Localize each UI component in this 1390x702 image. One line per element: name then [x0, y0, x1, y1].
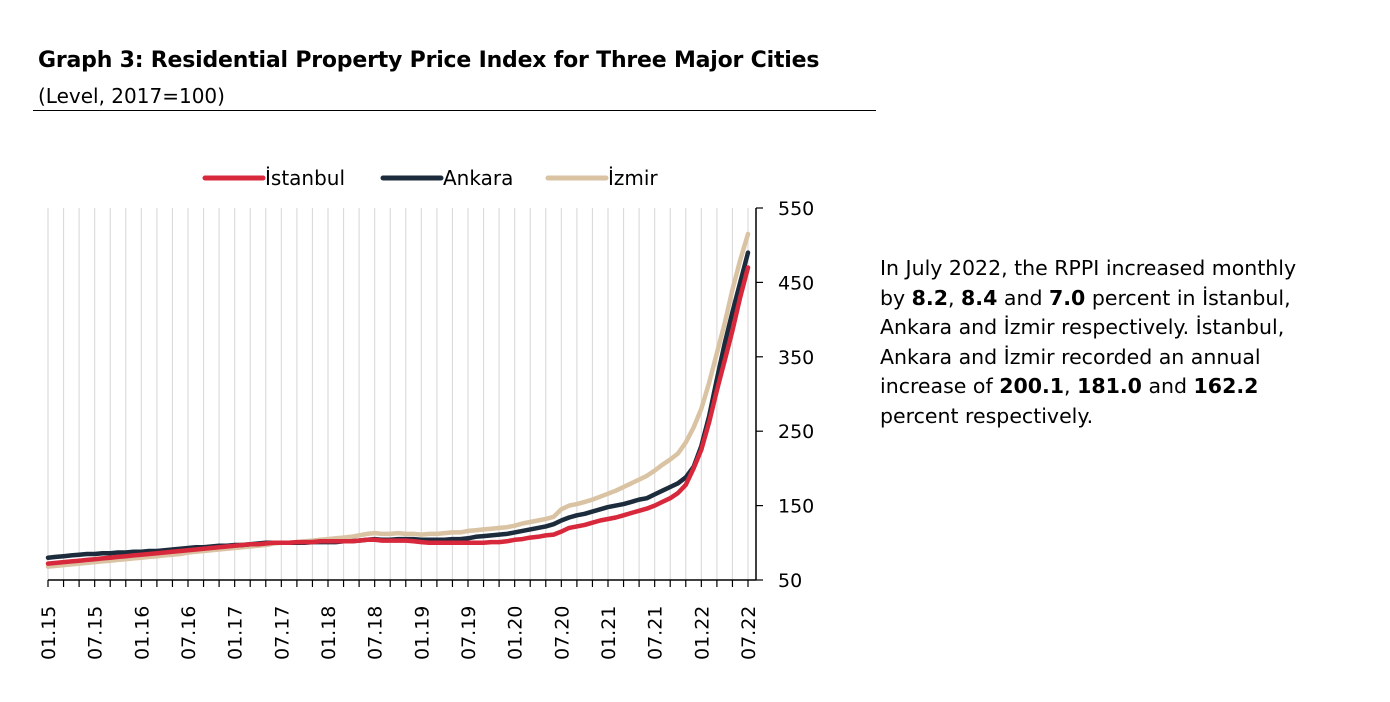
- izmir-annual-change: 162.2: [1193, 374, 1259, 398]
- istanbul-monthly-change: 8.2: [911, 285, 948, 310]
- narrative-text: In July 2022, the RPPI increased monthly…: [880, 254, 1300, 431]
- y-tick-label: 450: [778, 272, 814, 294]
- x-tick-label: 01.15: [38, 606, 60, 660]
- x-tick-label: 01.17: [225, 606, 247, 660]
- legend-label-İzmir: İzmir: [608, 166, 658, 190]
- x-tick-label: 07.15: [85, 606, 107, 660]
- x-tick-label: 01.19: [411, 606, 433, 660]
- y-tick-label: 250: [778, 421, 814, 443]
- y-tick-label: 150: [778, 496, 814, 518]
- axis-layer: 50 150 250 350 450 550 01.15 07.15 01.16 07.16 01.…: [38, 198, 814, 660]
- ankara-monthly-change: 8.4: [961, 285, 998, 310]
- x-tick-label: 01.22: [691, 606, 713, 660]
- series-line-İzmir: [45, 231, 751, 569]
- y-tick-label: 350: [778, 347, 814, 369]
- ankara-annual-change: 181.0: [1077, 374, 1142, 398]
- x-tick-label: 07.19: [458, 606, 480, 660]
- title-underline: [33, 110, 876, 111]
- x-tick-label: 07.21: [645, 606, 667, 660]
- x-tick-label: 01.20: [505, 606, 527, 660]
- x-tick-label: 01.18: [318, 606, 340, 660]
- x-tick-label: 07.22: [738, 606, 760, 660]
- x-tick-label: 07.18: [365, 606, 387, 660]
- grid-layer: [47, 208, 749, 580]
- x-tick-label: 07.20: [551, 606, 573, 660]
- separator-3: ,: [1064, 374, 1078, 398]
- series-line-İstanbul: [45, 265, 751, 566]
- y-tick-label: 550: [778, 198, 814, 220]
- legend-label-Ankara: Ankara: [443, 166, 513, 190]
- y-tick-label: 50: [778, 570, 802, 592]
- narrative-part-1: In July 2022, the RPPI increased monthly…: [880, 256, 1297, 310]
- chart-title: Graph 3: Residential Property Price Inde…: [38, 48, 820, 73]
- legend: İstanbul Ankara İzmir: [202, 166, 658, 190]
- narrative-part-3: percent respectively.: [880, 403, 1094, 428]
- separator-1: ,: [948, 285, 962, 310]
- legend-label-İstanbul: İstanbul: [265, 166, 345, 190]
- x-tick-label: 01.16: [131, 606, 153, 660]
- x-tick-label: 07.17: [271, 606, 293, 660]
- narrative-part-2: percent in İstanbul, Ankara and İzmir re…: [880, 285, 1291, 399]
- series-layer: [45, 231, 751, 569]
- separator-2: and: [997, 285, 1049, 310]
- separator-4: and: [1141, 374, 1194, 398]
- chart-subtitle: (Level, 2017=100): [38, 84, 225, 108]
- istanbul-annual-change: 200.1: [999, 374, 1065, 398]
- x-tick-label: 07.16: [178, 606, 200, 660]
- izmir-monthly-change: 7.0: [1048, 285, 1086, 310]
- x-tick-label: 01.21: [598, 606, 620, 660]
